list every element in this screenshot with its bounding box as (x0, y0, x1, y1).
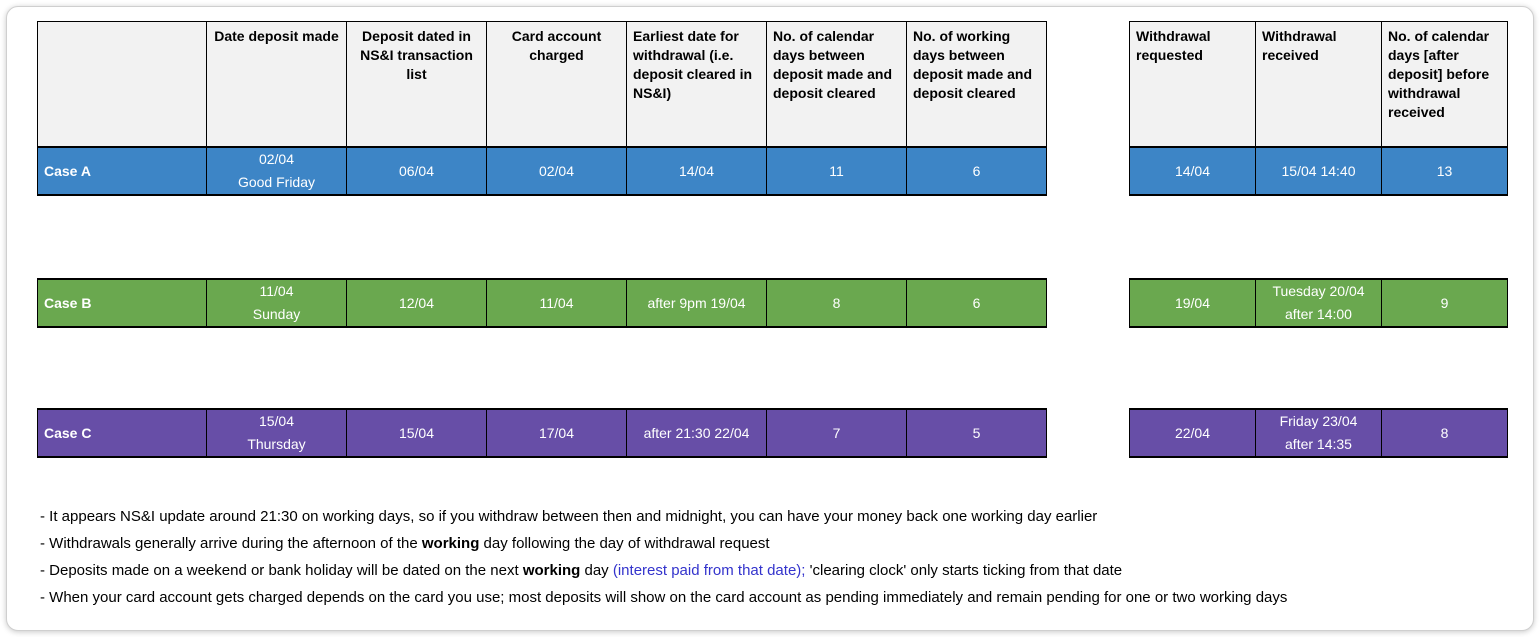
note-interest-highlight: (interest paid from that date); (612, 562, 806, 579)
table-header-row: Date deposit made Deposit dated in NS&I … (37, 21, 1508, 147)
cell-earliest-withdrawal-date: after 9pm 19/04 (626, 278, 767, 328)
row-label: Case C (37, 408, 207, 458)
cell-deposit-dated-nsi: 12/04 (346, 278, 487, 328)
cell-withdrawal-received: 15/04 14:40 (1255, 146, 1382, 196)
cell-card-account-charged: 17/04 (486, 408, 627, 458)
cell-date-deposit-made: 02/04 Good Friday (206, 146, 347, 196)
cell-withdrawal-requested: 19/04 (1129, 278, 1256, 328)
cell-working-days-cleared: 6 (906, 278, 1047, 328)
cell-days-before-withdrawal-received: 9 (1381, 278, 1508, 328)
note-card-charging: - When your card account gets charged de… (40, 589, 1288, 606)
header-date-deposit-made: Date deposit made (206, 21, 347, 147)
cell-calendar-days-cleared: 8 (766, 278, 907, 328)
table-gap (1047, 457, 1130, 458)
header-card-account-charged: Card account charged (486, 21, 627, 147)
cell-working-days-cleared: 5 (906, 408, 1047, 458)
note-weekend-deposits: - Deposits made on a weekend or bank hol… (40, 562, 1123, 579)
cell-withdrawal-requested: 14/04 (1129, 146, 1256, 196)
note-withdrawal-arrival: - Withdrawals generally arrive during th… (40, 535, 770, 552)
cell-days-before-withdrawal-received: 13 (1381, 146, 1508, 196)
header-withdrawal-received: Withdrawal received (1255, 21, 1382, 147)
header-days-before-withdrawal-received: No. of calendar days [after deposit] bef… (1381, 21, 1508, 147)
header-earliest-withdrawal-date: Earliest date for withdrawal (i.e. depos… (626, 21, 767, 147)
cell-withdrawal-requested: 22/04 (1129, 408, 1256, 458)
cell-card-account-charged: 02/04 (486, 146, 627, 196)
note-nsi-update-time: - It appears NS&I update around 21:30 on… (40, 508, 1098, 525)
cell-withdrawal-received: Tuesday 20/04 after 14:00 (1255, 278, 1382, 328)
header-deposit-dated-nsi: Deposit dated in NS&I transaction list (346, 21, 487, 147)
row-case-a: Case A 02/04 Good Friday 06/04 02/04 14/… (37, 146, 1508, 196)
header-withdrawal-requested: Withdrawal requested (1129, 21, 1256, 147)
row-label: Case B (37, 278, 207, 328)
row-label: Case A (37, 146, 207, 196)
cell-deposit-dated-nsi: 15/04 (346, 408, 487, 458)
cell-calendar-days-cleared: 11 (766, 146, 907, 196)
table-gap (1047, 327, 1130, 328)
cell-earliest-withdrawal-date: after 21:30 22/04 (626, 408, 767, 458)
footnotes: - It appears NS&I update around 21:30 on… (40, 507, 1500, 615)
row-case-b: Case B 11/04 Sunday 12/04 11/04 after 9p… (37, 278, 1508, 328)
cell-earliest-withdrawal-date: 14/04 (626, 146, 767, 196)
cell-deposit-dated-nsi: 06/04 (346, 146, 487, 196)
cell-working-days-cleared: 6 (906, 146, 1047, 196)
header-working-days-cleared: No. of working days between deposit made… (906, 21, 1047, 147)
cell-withdrawal-received: Friday 23/04 after 14:35 (1255, 408, 1382, 458)
cell-date-deposit-made: 11/04 Sunday (206, 278, 347, 328)
cell-calendar-days-cleared: 7 (766, 408, 907, 458)
cell-card-account-charged: 11/04 (486, 278, 627, 328)
header-calendar-days-cleared: No. of calendar days between deposit mad… (766, 21, 907, 147)
table-gap (1047, 195, 1130, 196)
header-corner-cell (37, 21, 207, 147)
cell-date-deposit-made: 15/04 Thursday (206, 408, 347, 458)
cell-days-before-withdrawal-received: 8 (1381, 408, 1508, 458)
row-case-c: Case C 15/04 Thursday 15/04 17/04 after … (37, 408, 1508, 458)
